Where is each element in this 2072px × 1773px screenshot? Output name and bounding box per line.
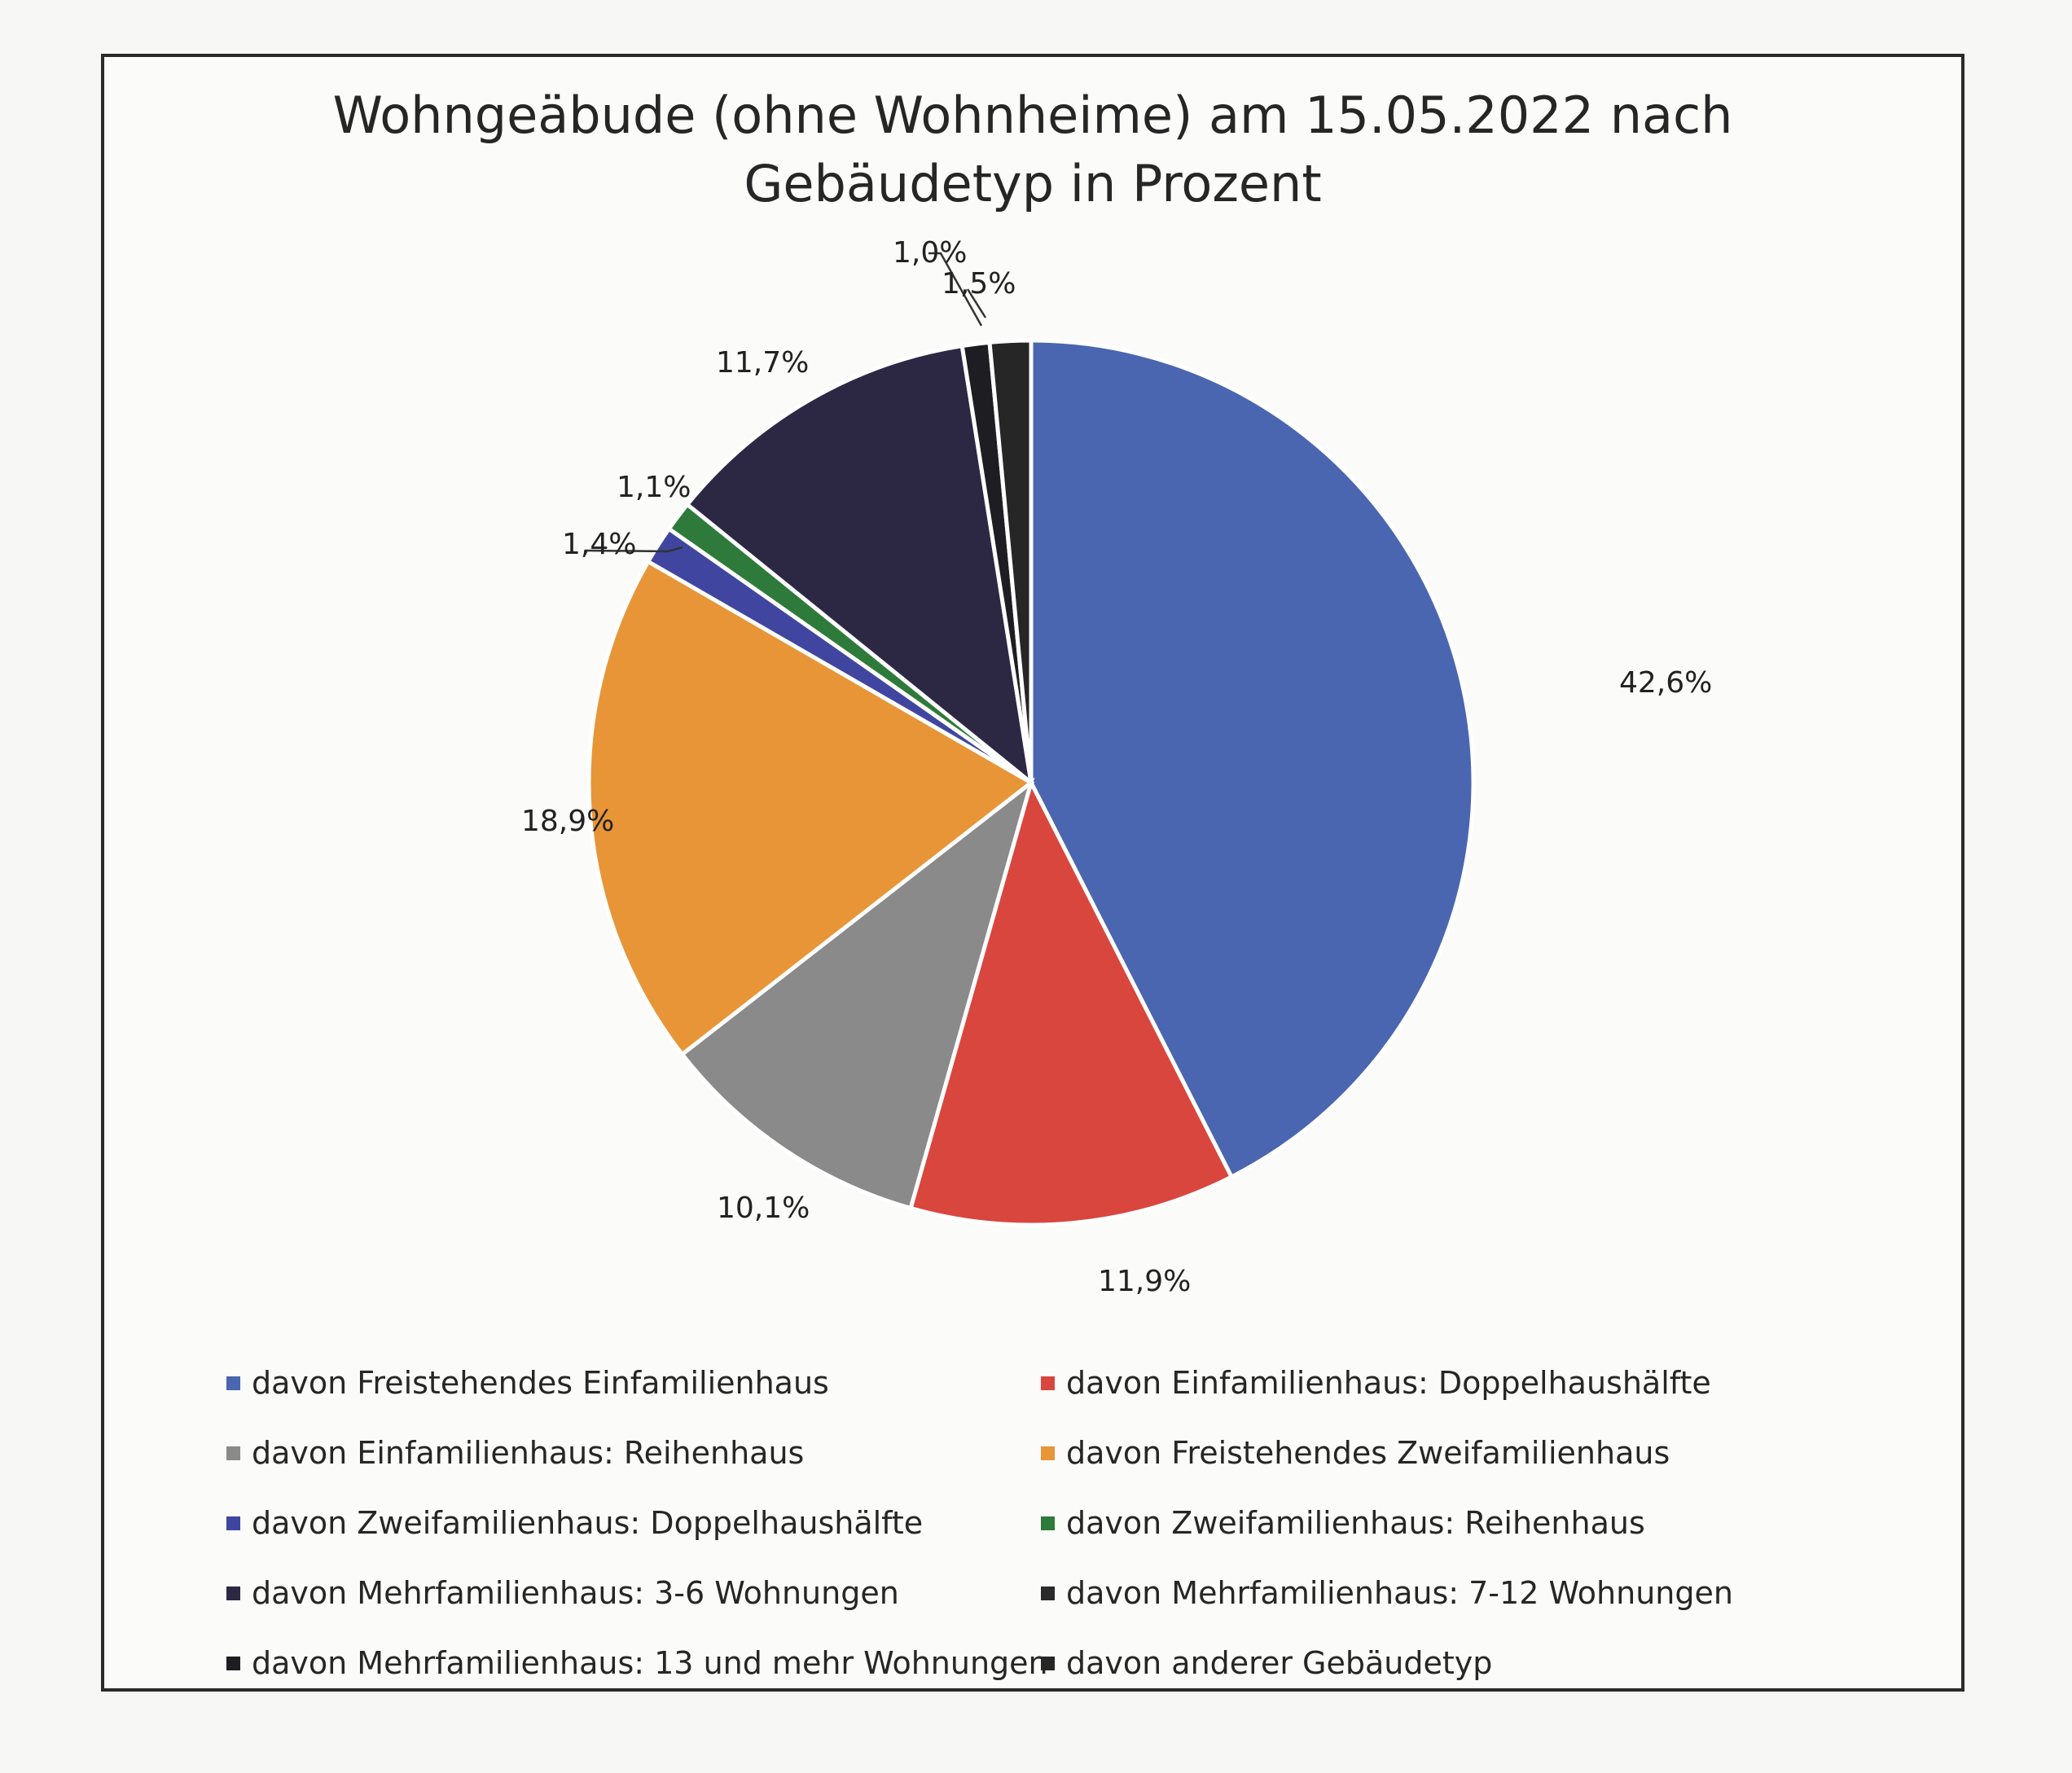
legend-swatch (226, 1446, 240, 1460)
legend-item-davon-mehrfamilienhaus-3-6-wohnungen: davon Mehrfamilienhaus: 3-6 Wohnungen (226, 1558, 1041, 1628)
chart-title: Wohngeäbude (ohne Wohnheime) am 15.05.20… (332, 86, 1733, 213)
legend-item-davon-einfamilienhaus-doppelhaush-lfte: davon Einfamilienhaus: Doppelhaushälfte (1041, 1348, 1855, 1418)
pie-slice-davon-freistehendes-einfamilienhaus (1029, 338, 1476, 1180)
legend-label: davon Freistehendes Einfamilienhaus (252, 1365, 829, 1401)
data-label-davon-einfamilienhaus-doppelhaush-lfte: 11,9% (1098, 1265, 1191, 1298)
legend-item-davon-zweifamilienhaus-reihenhaus: davon Zweifamilienhaus: Reihenhaus (1041, 1488, 1855, 1558)
pie-slice-davon-anderer-geb-udetyp (987, 338, 1034, 783)
legend-swatch (226, 1586, 240, 1600)
legend-swatch (226, 1376, 240, 1390)
legend-item-davon-anderer-geb-udetyp: davon anderer Gebäudetyp (1041, 1628, 1855, 1698)
data-label-davon-einfamilienhaus-reihenhaus: 10,1% (717, 1192, 810, 1225)
legend-label: davon Mehrfamilienhaus: 13 und mehr Wohn… (252, 1645, 1048, 1681)
legend-item-davon-zweifamilienhaus-doppelhaush-lfte: davon Zweifamilienhaus: Doppelhaushälfte (226, 1488, 1041, 1558)
legend-item-davon-freistehendes-einfamilienhaus: davon Freistehendes Einfamilienhaus (226, 1348, 1041, 1418)
pie-chart: 42,6% 11,9% 10,1% 18,9% 1,4% 1,1% 11,7% 1,0%1,5… (521, 236, 1712, 1298)
leader-line-davon-mehrfamilienhaus-13-und-mehr-wohnungen (928, 252, 983, 327)
legend-label: davon Mehrfamilienhaus: 3-6 Wohnungen (252, 1575, 899, 1611)
legend-swatch (226, 1656, 240, 1670)
legend-item-davon-mehrfamilienhaus-7-12-wohnungen: davon Mehrfamilienhaus: 7-12 Wohnungen (1041, 1558, 1855, 1628)
legend-swatch (1041, 1586, 1055, 1600)
legend-label: davon Freistehendes Zweifamilienhaus (1066, 1435, 1670, 1471)
chart-frame: Wohngeäbude (ohne Wohnheime) am 15.05.20… (101, 54, 1964, 1692)
legend-label: davon anderer Gebäudetyp (1066, 1645, 1493, 1681)
legend: davon Freistehendes Einfamilienhaus davon… (226, 1348, 1855, 1698)
data-label-davon-anderer-geb-udetyp: 1,5% (942, 267, 1016, 301)
pie-slice-davon-einfamilienhaus-doppelhaush-lfte (907, 777, 1235, 1227)
data-label-davon-freistehendes-einfamilienhaus: 42,6% (1619, 666, 1712, 700)
legend-swatch (1041, 1516, 1055, 1530)
data-label-davon-mehrfamilienhaus-3-6-wohnungen: 11,7% (716, 346, 809, 380)
pie-slice-davon-freistehendes-zweifamilienhaus (586, 559, 1035, 1058)
legend-label: davon Einfamilienhaus: Reihenhaus (252, 1435, 805, 1471)
pie-slice-davon-mehrfamilienhaus-3-6-wohnungen (684, 343, 1034, 788)
legend-label: davon Zweifamilienhaus: Doppelhaushälfte (252, 1505, 924, 1541)
legend-swatch (1041, 1446, 1055, 1460)
data-label-davon-mehrfamilienhaus-13-und-mehr-wohnungen: 1,0% (893, 236, 967, 270)
legend-item-davon-freistehendes-zweifamilienhaus: davon Freistehendes Zweifamilienhaus (1041, 1418, 1855, 1488)
legend-swatch (226, 1516, 240, 1530)
data-label-davon-zweifamilienhaus-doppelhaush-lfte: 1,4% (562, 528, 636, 561)
data-label-davon-freistehendes-zweifamilienhaus: 18,9% (521, 805, 614, 838)
legend-item-davon-einfamilienhaus-reihenhaus: davon Einfamilienhaus: Reihenhaus (226, 1418, 1041, 1488)
legend-swatch (1041, 1376, 1055, 1390)
legend-swatch (1041, 1656, 1055, 1670)
legend-label: davon Zweifamilienhaus: Reihenhaus (1066, 1505, 1645, 1541)
leader-line-davon-anderer-geb-udetyp (966, 288, 987, 318)
legend-label: davon Einfamilienhaus: Doppelhaushälfte (1066, 1365, 1711, 1401)
data-label-davon-zweifamilienhaus-reihenhaus: 1,1% (617, 471, 691, 504)
legend-item-davon-mehrfamilienhaus-13-und-mehr-wohnungen: davon Mehrfamilienhaus: 13 und mehr Wohn… (226, 1628, 1048, 1698)
legend-label: davon Mehrfamilienhaus: 7-12 Wohnungen (1066, 1575, 1733, 1611)
pie-slice-davon-einfamilienhaus-reihenhaus (679, 777, 1035, 1211)
leader-line-davon-zweifamilienhaus-doppelhaush-lfte (584, 546, 683, 553)
